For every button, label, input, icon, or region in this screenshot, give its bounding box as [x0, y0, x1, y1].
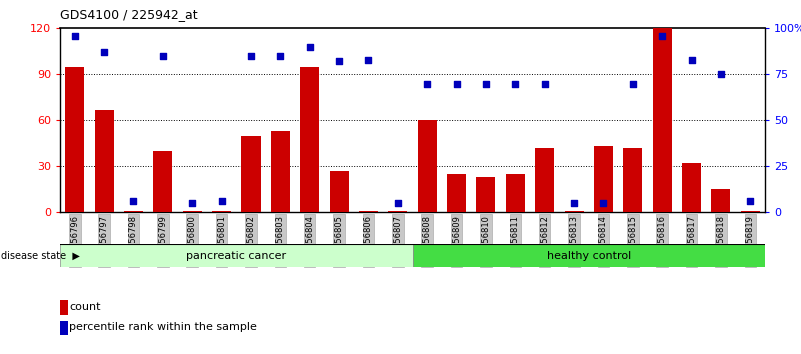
Point [656, 33, 669, 39]
Point [480, 81, 493, 86]
Point [714, 72, 727, 77]
Point [127, 199, 140, 204]
Point [332, 59, 345, 64]
Bar [535, 148, 554, 212]
Bar [505, 174, 525, 212]
Bar [124, 211, 143, 212]
Point [274, 53, 287, 59]
Bar [682, 163, 701, 212]
Bar [477, 177, 496, 212]
Bar [329, 171, 348, 212]
Point [626, 81, 639, 86]
Point [450, 81, 463, 86]
Point [597, 200, 610, 206]
Bar [594, 147, 613, 212]
Bar [153, 151, 172, 212]
Bar [60, 244, 413, 267]
Text: pancreatic cancer: pancreatic cancer [186, 251, 286, 261]
Bar [65, 67, 84, 212]
Text: GDS4100 / 225942_at: GDS4100 / 225942_at [60, 8, 198, 21]
Point [304, 44, 316, 50]
Bar [417, 120, 437, 212]
Text: healthy control: healthy control [546, 251, 631, 261]
Point [685, 57, 698, 62]
Point [568, 200, 581, 206]
Point [98, 50, 111, 55]
Point [421, 81, 433, 86]
Bar [95, 110, 114, 212]
Text: count: count [69, 302, 100, 312]
Point [744, 199, 757, 204]
Point [538, 81, 551, 86]
Point [68, 33, 81, 39]
Bar [183, 211, 202, 212]
Text: percentile rank within the sample: percentile rank within the sample [69, 322, 257, 332]
Bar [359, 211, 378, 212]
Bar [711, 189, 731, 212]
Bar [413, 244, 765, 267]
Bar [653, 28, 672, 212]
Point [392, 200, 405, 206]
Point [509, 81, 521, 86]
Point [156, 53, 169, 59]
Bar [623, 148, 642, 212]
Bar [241, 136, 260, 212]
Bar [388, 211, 408, 212]
Point [362, 57, 375, 62]
Point [244, 53, 257, 59]
Bar [60, 320, 68, 335]
Point [215, 199, 228, 204]
Text: disease state  ▶: disease state ▶ [1, 251, 79, 261]
Bar [60, 300, 68, 314]
Bar [741, 211, 760, 212]
Bar [212, 211, 231, 212]
Bar [565, 211, 584, 212]
Bar [271, 131, 290, 212]
Bar [300, 67, 320, 212]
Point [186, 200, 199, 206]
Bar [447, 174, 466, 212]
